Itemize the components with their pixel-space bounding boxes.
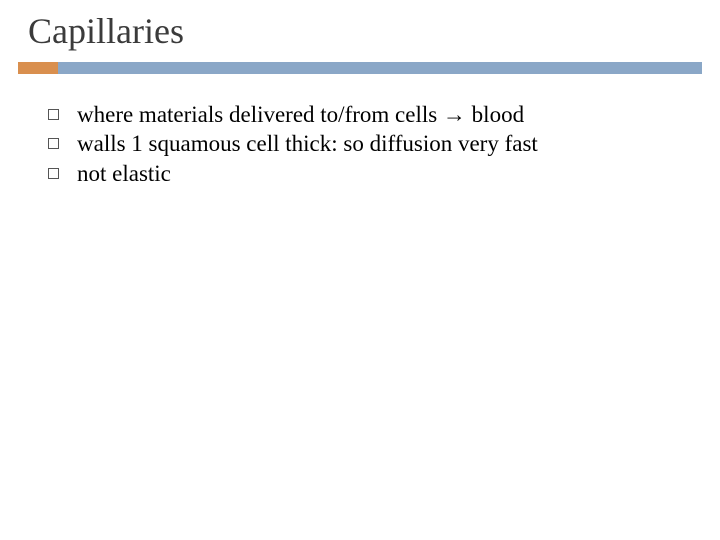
bullet-text: not elastic — [77, 159, 680, 188]
bullet-text: where materials delivered to/from cells … — [77, 100, 680, 129]
rule-blue-bar — [18, 62, 702, 74]
slide-title: Capillaries — [28, 10, 720, 52]
body-area: where materials delivered to/from cells … — [0, 76, 720, 188]
list-item: not elastic — [48, 159, 680, 188]
list-item: walls 1 squamous cell thick: so diffusio… — [48, 129, 680, 158]
bullet-square-icon — [48, 109, 59, 120]
rule-orange-bar — [18, 62, 58, 74]
bullet-square-icon — [48, 168, 59, 179]
slide: Capillaries where materials delivered to… — [0, 0, 720, 540]
bullet-text: walls 1 squamous cell thick: so diffusio… — [77, 129, 680, 158]
bullet-square-icon — [48, 138, 59, 149]
bullet-list: where materials delivered to/from cells … — [48, 100, 680, 188]
title-rule — [18, 62, 702, 76]
list-item: where materials delivered to/from cells … — [48, 100, 680, 129]
title-area: Capillaries — [0, 0, 720, 60]
